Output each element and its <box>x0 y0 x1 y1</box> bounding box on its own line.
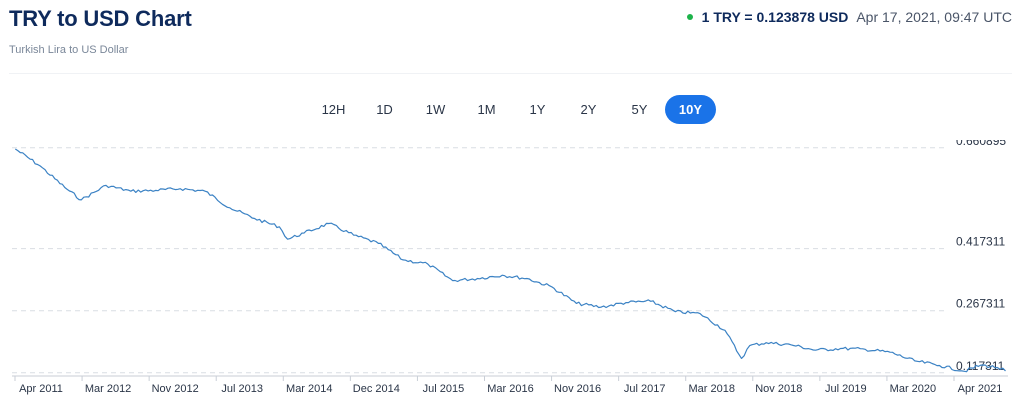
tab-10y[interactable]: 10Y <box>665 95 716 124</box>
series-line <box>14 148 1006 373</box>
data-point <box>525 277 528 280</box>
data-point <box>963 370 966 373</box>
y-tick-label: 0.417311 <box>956 235 1005 249</box>
data-point <box>674 310 677 313</box>
x-tick-label: Jul 2017 <box>624 383 666 395</box>
data-point <box>864 348 867 351</box>
y-tick-label: 0.267311 <box>956 297 1005 311</box>
data-point <box>839 347 842 350</box>
x-tick-label: Mar 2014 <box>286 383 332 395</box>
data-point <box>129 190 132 193</box>
data-point <box>278 225 281 228</box>
x-tick-label: Jul 2019 <box>825 383 867 395</box>
data-point <box>39 164 42 167</box>
rate-timestamp: Apr 17, 2021, 09:47 UTC <box>856 9 1012 25</box>
x-tick-label: Nov 2016 <box>554 383 601 395</box>
data-point <box>996 366 999 369</box>
data-point <box>253 217 256 220</box>
data-point <box>154 189 157 192</box>
data-point <box>14 147 17 150</box>
data-point <box>649 300 652 303</box>
x-tick-label: Nov 2012 <box>152 383 199 395</box>
current-rate: 1 TRY = 0.123878 USD Apr 17, 2021, 09:47… <box>686 9 1012 25</box>
data-point <box>80 198 83 201</box>
data-point <box>740 357 743 360</box>
data-point <box>699 312 702 315</box>
data-point <box>501 274 504 277</box>
data-point <box>600 306 603 309</box>
header-divider <box>9 73 1012 74</box>
data-point <box>888 351 891 354</box>
data-point <box>402 258 405 261</box>
data-point <box>228 206 231 209</box>
data-point <box>426 263 429 266</box>
tab-2y[interactable]: 2Y <box>580 102 597 117</box>
data-point <box>303 232 306 235</box>
data-point <box>179 187 182 190</box>
data-point <box>105 184 108 187</box>
data-point <box>204 190 207 193</box>
x-tick-label: Mar 2016 <box>487 383 533 395</box>
data-point <box>624 301 627 304</box>
y-tick-label: 0.660895 <box>956 140 1006 148</box>
rate-value: 1 TRY = 0.123878 USD <box>701 9 849 25</box>
x-tick-label: Apr 2021 <box>958 383 1003 395</box>
data-point <box>476 277 479 280</box>
tab-12h[interactable]: 12H <box>321 102 346 117</box>
page-title: TRY to USD Chart <box>9 6 192 31</box>
x-tick-label: Apr 2011 <box>19 383 63 395</box>
data-point <box>327 222 330 225</box>
data-point <box>748 344 751 347</box>
data-point <box>63 186 66 189</box>
data-point <box>575 302 578 305</box>
tab-1y[interactable]: 1Y <box>529 102 546 117</box>
page-subtitle: Turkish Lira to US Dollar <box>9 44 129 56</box>
data-point <box>979 364 982 367</box>
data-point <box>377 242 380 245</box>
x-tick-label: Mar 2018 <box>688 383 734 395</box>
data-point <box>550 285 553 288</box>
tab-5y[interactable]: 5Y <box>631 102 648 117</box>
x-tick-label: Dec 2014 <box>353 383 400 395</box>
tab-1m[interactable]: 1M <box>477 102 496 117</box>
data-point <box>723 329 726 332</box>
x-tick-label: Jul 2013 <box>221 383 263 395</box>
data-point <box>913 359 916 362</box>
x-tick-label: Jul 2015 <box>423 383 465 395</box>
data-point <box>938 364 941 367</box>
data-point <box>1004 369 1007 372</box>
x-tick-label: Nov 2018 <box>755 383 802 395</box>
timeframe-tabs: 12H 1D 1W 1M 1Y 2Y 5Y 10Y <box>308 95 716 124</box>
x-tick-label: Mar 2020 <box>890 383 936 395</box>
data-point <box>814 349 817 352</box>
data-point <box>286 238 289 241</box>
tab-1w[interactable]: 1W <box>425 102 446 117</box>
tab-1d[interactable]: 1D <box>376 102 393 117</box>
x-tick-label: Mar 2012 <box>85 383 131 395</box>
data-point <box>352 234 355 237</box>
data-point <box>765 341 768 344</box>
data-point <box>789 343 792 346</box>
data-point <box>451 279 454 282</box>
live-status-dot <box>686 14 693 20</box>
